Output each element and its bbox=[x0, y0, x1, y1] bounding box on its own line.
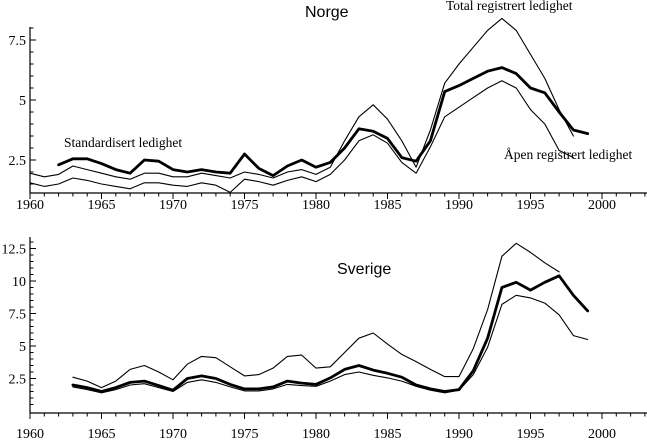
series-line-standardized-norge bbox=[57, 66, 590, 178]
x-tick-label: 1990 bbox=[445, 198, 473, 213]
norway-chart-title: Norge bbox=[305, 4, 349, 21]
x-tick-label: 2000 bbox=[588, 198, 616, 213]
series-line-total-sverige bbox=[72, 242, 560, 389]
y-tick-label: 12.5 bbox=[2, 243, 27, 258]
x-tick-label: 1985 bbox=[374, 427, 402, 442]
x-tick-label: 1970 bbox=[159, 198, 187, 213]
sweden-chart-title: Sverige bbox=[337, 261, 392, 278]
series-line-open-norge bbox=[29, 80, 574, 193]
x-tick-label: 1995 bbox=[517, 427, 545, 442]
open-registered-series-label: Åpen registrert ledighet bbox=[504, 147, 633, 162]
x-tick-label: 1960 bbox=[16, 427, 44, 442]
standardized-series-label: Standardisert ledighet bbox=[64, 135, 183, 150]
x-tick-label: 1975 bbox=[231, 427, 259, 442]
x-tick-label: 1965 bbox=[88, 427, 116, 442]
y-tick-label: 7.5 bbox=[9, 308, 27, 323]
total-registered-series-label: Total registrert ledighet bbox=[446, 0, 573, 13]
y-tick-label: 2.5 bbox=[9, 373, 27, 388]
y-tick-label: 5 bbox=[19, 94, 26, 109]
y-tick-label: 5 bbox=[19, 340, 26, 355]
series-line-open-sverige bbox=[72, 294, 589, 394]
x-tick-label: 1960 bbox=[16, 198, 44, 213]
x-tick-label: 1985 bbox=[374, 198, 402, 213]
x-tick-label: 1965 bbox=[88, 198, 116, 213]
x-tick-label: 2000 bbox=[588, 427, 616, 442]
x-tick-label: 1990 bbox=[445, 427, 473, 442]
x-tick-label: 1995 bbox=[517, 198, 545, 213]
series-line-total-norge bbox=[29, 17, 574, 180]
x-tick-label: 1975 bbox=[231, 198, 259, 213]
y-tick-label: 2.5 bbox=[9, 154, 27, 169]
y-tick-label: 10 bbox=[12, 275, 26, 290]
x-tick-label: 1980 bbox=[302, 427, 330, 442]
x-tick-label: 1970 bbox=[159, 427, 187, 442]
y-tick-label: 7.5 bbox=[9, 34, 27, 49]
series-line-standardized-sverige bbox=[71, 274, 590, 393]
x-tick-label: 1980 bbox=[302, 198, 330, 213]
